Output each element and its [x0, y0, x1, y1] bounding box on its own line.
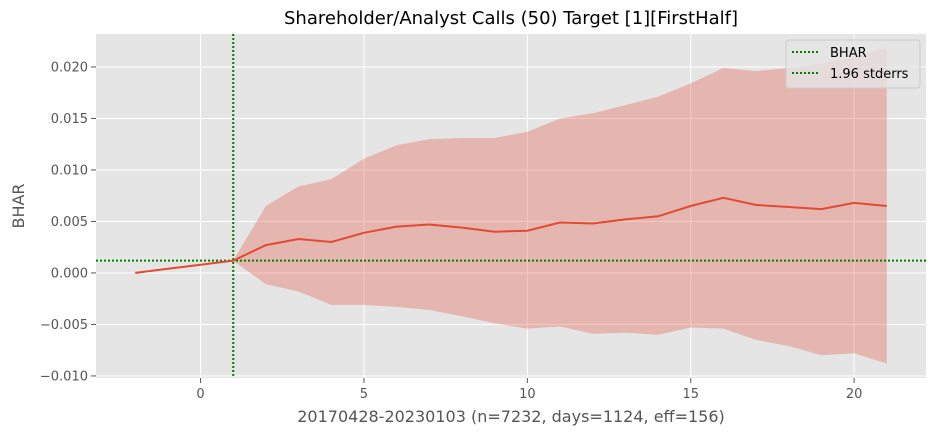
legend: BHAR 1.96 stderrs — [785, 39, 921, 89]
chart-title: Shareholder/Analyst Calls (50) Target [1… — [284, 8, 738, 29]
bhar-series-line — [135, 196, 887, 274]
reference-lines — [96, 34, 926, 378]
y-axis-label: BHAR — [9, 183, 28, 228]
x-tick-label: 20 — [846, 387, 863, 402]
x-axis-ticks: 0 5 10 15 20 — [196, 378, 862, 402]
y-tick-label: −0.005 — [40, 318, 88, 333]
confidence-band — [233, 47, 887, 364]
y-tick-label: −0.010 — [40, 369, 88, 384]
x-axis-label: 20170428-20230103 (n=7232, days=1124, ef… — [297, 407, 725, 426]
legend-box — [785, 39, 921, 89]
x-tick-label: 10 — [519, 387, 536, 402]
x-tick-label: 15 — [682, 387, 699, 402]
legend-label-bhar: BHAR — [830, 46, 867, 61]
y-tick-label: 0.010 — [51, 163, 88, 178]
legend-label-stderrs: 1.96 stderrs — [830, 67, 909, 82]
y-axis-ticks: −0.010 −0.005 0.000 0.005 0.010 0.015 0.020 — [40, 60, 96, 384]
y-tick-label: 0.020 — [51, 60, 88, 75]
y-tick-label: 0.005 — [51, 215, 88, 230]
grid-lines — [96, 34, 926, 378]
x-tick-label: 5 — [360, 387, 368, 402]
y-tick-label: 0.000 — [51, 266, 88, 281]
x-tick-label: 0 — [196, 387, 204, 402]
y-tick-label: 0.015 — [51, 112, 88, 127]
